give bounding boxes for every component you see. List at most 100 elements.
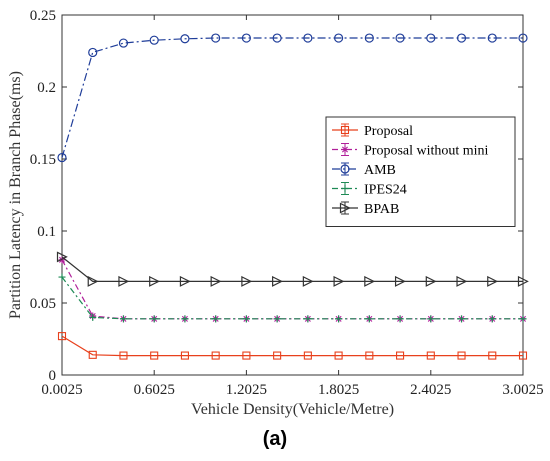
series-proposal	[57, 332, 528, 360]
axis-ticks: 0.0025 0.6025 1.2025 1.8025 2.4025 3.0025 0 0.0…	[30, 8, 544, 398]
y-tick-label: 0.1	[37, 224, 56, 240]
data-point	[456, 275, 468, 287]
data-point	[210, 275, 222, 287]
legend-label: Proposal	[364, 124, 413, 139]
data-point	[58, 273, 66, 281]
data-point	[365, 351, 374, 360]
y-tick-label: 0.05	[30, 296, 56, 312]
data-point	[487, 33, 497, 43]
data-point	[426, 351, 435, 360]
data-point	[119, 351, 128, 360]
legend-item: IPES24	[332, 182, 407, 198]
data-point	[519, 315, 527, 323]
legend-item: Proposal without mini	[332, 143, 489, 159]
y-tick-label: 0.15	[30, 152, 56, 168]
data-point	[302, 275, 314, 287]
data-point	[272, 33, 282, 43]
figure-caption: (a)	[262, 428, 288, 450]
data-point	[364, 33, 374, 43]
data-point	[394, 275, 406, 287]
data-point	[211, 33, 221, 43]
legend-box	[325, 116, 516, 227]
data-point	[396, 351, 405, 360]
data-point	[426, 33, 436, 43]
data-point	[335, 315, 343, 323]
data-point	[303, 33, 313, 43]
data-point	[119, 315, 127, 323]
series-layer	[56, 33, 529, 360]
data-point	[425, 275, 437, 287]
data-point	[396, 315, 404, 323]
legend-marker	[341, 185, 349, 192]
data-point	[303, 351, 312, 360]
x-tick-label: 3.0025	[502, 382, 543, 398]
legend-marker	[340, 164, 350, 174]
data-point	[87, 275, 99, 287]
data-point	[118, 275, 130, 287]
series-line	[61, 256, 523, 282]
y-axis-title: Partition Latency in Branch Phase(ms)	[7, 71, 24, 319]
data-point	[241, 275, 253, 287]
data-point	[88, 47, 98, 58]
series-line	[61, 335, 523, 357]
data-point	[395, 33, 405, 43]
data-point	[179, 275, 191, 287]
data-point	[333, 275, 345, 287]
data-point	[488, 351, 497, 360]
series-bpab	[56, 251, 529, 287]
legend-marker	[339, 202, 351, 214]
data-point	[241, 33, 251, 43]
data-point	[517, 275, 529, 287]
legend-item: BPAB	[332, 201, 399, 217]
data-point	[180, 351, 189, 360]
data-point	[150, 351, 159, 360]
series-amb	[57, 33, 528, 163]
y-tick-label: 0.2	[37, 80, 56, 96]
data-point	[518, 33, 528, 43]
legend-label: BPAB	[364, 202, 399, 217]
data-point	[149, 35, 159, 45]
data-point	[273, 351, 282, 360]
data-point	[334, 33, 344, 43]
x-tick-label: 1.2025	[226, 382, 267, 398]
data-point	[181, 315, 189, 323]
y-tick-label: 0	[49, 368, 57, 384]
x-tick-label: 2.4025	[410, 382, 451, 398]
data-point	[427, 315, 435, 323]
data-point	[211, 351, 220, 360]
series-ipes24	[58, 273, 527, 323]
data-point	[150, 315, 158, 323]
data-point	[242, 351, 251, 360]
legend-marker	[340, 125, 350, 135]
data-point	[456, 33, 467, 43]
data-point	[149, 275, 161, 287]
x-tick-label: 1.8025	[318, 382, 359, 398]
data-point	[57, 152, 67, 163]
data-point	[304, 315, 312, 323]
data-point	[458, 315, 466, 323]
x-axis-title: Vehicle Density(Vehicle/Metre)	[191, 401, 394, 418]
legend-item: AMB	[332, 162, 396, 178]
data-point	[487, 275, 499, 287]
data-point	[365, 315, 373, 323]
data-point	[57, 332, 67, 341]
y-tick-label: 0.25	[30, 8, 56, 24]
x-tick-label: 0.0025	[41, 382, 82, 398]
data-point	[88, 350, 97, 359]
data-point	[334, 351, 343, 360]
data-point	[364, 275, 376, 287]
legend-item: Proposal	[332, 123, 413, 139]
data-point	[118, 38, 129, 48]
x-tick-label: 0.6025	[134, 382, 175, 398]
data-point	[518, 351, 528, 360]
data-point	[56, 251, 68, 263]
legend-label: Proposal without mini	[364, 144, 489, 159]
legend: Proposal Proposal without mini AMB IPES24 BP…	[325, 116, 516, 227]
legend-marker	[341, 146, 349, 153]
legend-label: IPES24	[364, 183, 407, 198]
data-point	[242, 315, 250, 323]
data-point	[457, 351, 466, 360]
data-point	[212, 315, 220, 323]
data-point	[89, 313, 97, 321]
